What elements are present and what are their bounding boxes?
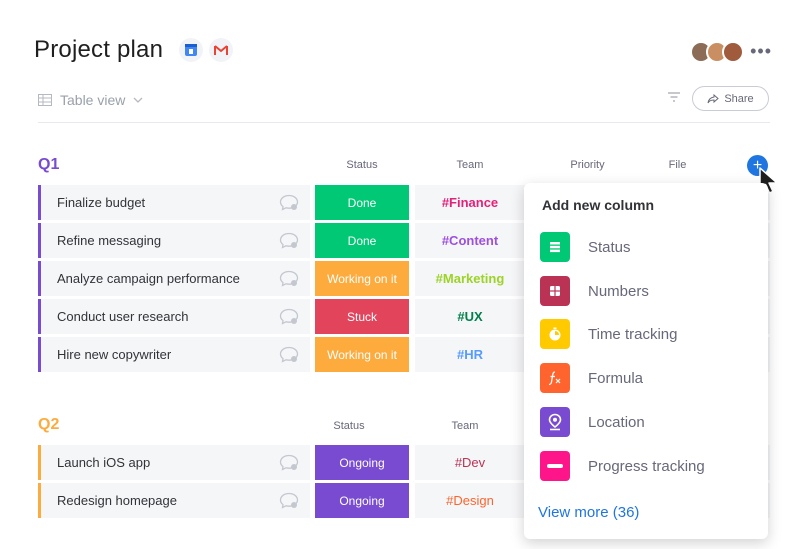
formula-icon [540,363,570,393]
column-header-file[interactable]: File [668,159,687,171]
menu-item-label: Progress tracking [588,457,705,475]
comment-bubble-icon[interactable] [279,232,299,249]
status-cell[interactable]: Done [315,223,409,258]
add-column-menu: Add new column Status Numbers Time track… [524,183,768,539]
comment-bubble-icon[interactable] [279,270,299,287]
comment-bubble-icon[interactable] [279,308,299,325]
view-selector[interactable]: Table view [38,92,143,108]
google-calendar-icon[interactable] [179,38,204,62]
group-title-q1[interactable]: Q1 [38,156,60,173]
avatar [722,41,744,63]
column-header-status[interactable]: Status [333,420,365,432]
team-cell[interactable]: #Dev [415,445,525,480]
share-button[interactable]: Share [692,86,769,111]
comment-bubble-icon[interactable] [279,454,299,471]
team-cell[interactable]: #Finance [415,185,525,220]
stopwatch-icon [540,319,570,349]
filter-icon[interactable] [668,92,680,102]
team-cell[interactable]: #HR [415,337,525,372]
menu-item-label: Numbers [588,282,649,300]
task-name[interactable]: Conduct user research [38,299,310,334]
menu-item-time-tracking[interactable]: Time tracking [540,319,677,349]
team-cell[interactable]: #Content [415,223,525,258]
menu-item-formula[interactable]: Formula [540,363,643,393]
task-name[interactable]: Analyze campaign performance [38,261,310,296]
task-name[interactable]: Finalize budget [38,185,310,220]
comment-bubble-icon[interactable] [279,492,299,509]
task-name[interactable]: Launch iOS app [38,445,310,480]
view-more-link[interactable]: View more (36) [538,504,640,521]
task-name[interactable]: Hire new copywriter [38,337,310,372]
task-name[interactable]: Redesign homepage [38,483,310,518]
chevron-down-icon [133,97,143,103]
status-cell[interactable]: Working on it [315,337,409,372]
status-cell[interactable]: Done [315,185,409,220]
menu-item-label: Time tracking [588,325,678,343]
page-title: Project plan [34,36,164,63]
team-cell[interactable]: #Marketing [415,261,525,296]
status-cell[interactable]: Stuck [315,299,409,334]
header-divider [38,122,770,123]
comment-bubble-icon[interactable] [279,194,299,211]
menu-item-label: Location [588,413,645,431]
menu-item-progress-tracking[interactable]: Progress tracking [540,451,705,481]
status-cell[interactable]: Ongoing [315,483,409,518]
task-name[interactable]: Refine messaging [38,223,310,258]
team-cell[interactable]: #UX [415,299,525,334]
menu-item-numbers[interactable]: Numbers [540,276,649,306]
team-cell[interactable]: #Design [415,483,525,518]
location-pin-icon [540,407,570,437]
share-label: Share [724,92,754,105]
menu-item-status[interactable]: Status [540,232,631,262]
menu-item-label: Status [588,238,631,256]
board-header: Project plan [34,36,234,64]
status-icon [540,232,570,262]
comment-bubble-icon[interactable] [279,346,299,363]
group-title-q2[interactable]: Q2 [38,416,60,433]
more-options-icon[interactable]: ••• [750,41,772,61]
column-header-team[interactable]: Team [456,159,484,171]
view-label: Table view [60,92,126,108]
gmail-icon[interactable] [209,38,234,62]
status-cell[interactable]: Ongoing [315,445,409,480]
menu-item-label: Formula [588,369,644,387]
share-arrow-icon [707,93,720,103]
column-header-priority[interactable]: Priority [570,159,605,171]
column-header-team[interactable]: Team [451,420,479,432]
status-cell[interactable]: Working on it [315,261,409,296]
progress-icon [540,451,570,481]
table-icon [38,94,52,106]
members-avatars[interactable] [690,41,744,63]
column-header-status[interactable]: Status [346,159,378,171]
menu-title: Add new column [542,197,654,213]
menu-item-location[interactable]: Location [540,407,645,437]
numbers-icon [540,276,570,306]
